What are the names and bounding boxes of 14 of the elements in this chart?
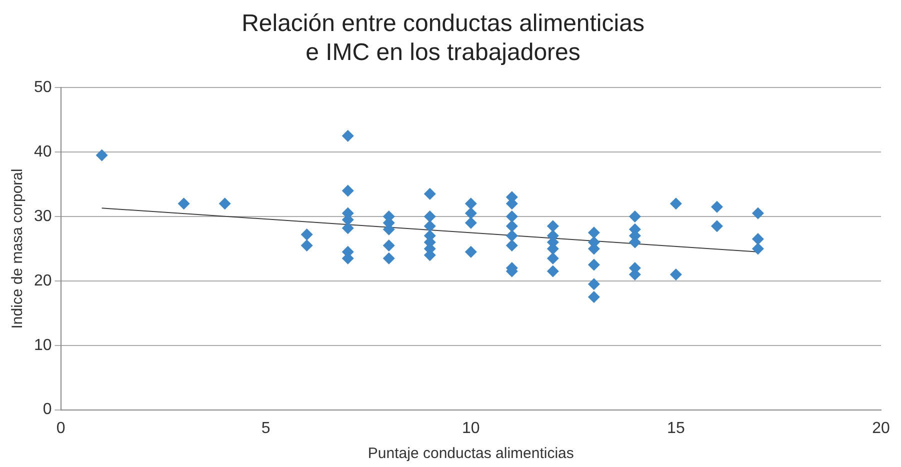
- y-tick-label: 20: [34, 272, 52, 290]
- x-tick-label: 5: [261, 420, 270, 437]
- y-tick-label: 10: [34, 336, 52, 354]
- y-tick-label: 40: [34, 143, 52, 160]
- y-axis-title: Indice de masa corporal: [9, 168, 26, 329]
- x-tick-label: 10: [462, 420, 480, 437]
- y-tick-label: 50: [34, 79, 52, 96]
- y-tick-label: 0: [42, 401, 52, 418]
- y-tick-label: 30: [34, 208, 52, 225]
- x-tick-label: 0: [56, 420, 66, 437]
- x-axis-title: Puntaje conductas alimenticias: [368, 445, 574, 462]
- x-tick-label: 15: [667, 420, 685, 437]
- chart-title: Relación entre conductas alimenticias e IMC en los trabajadores: [242, 10, 644, 66]
- x-tick-label: 20: [872, 420, 890, 437]
